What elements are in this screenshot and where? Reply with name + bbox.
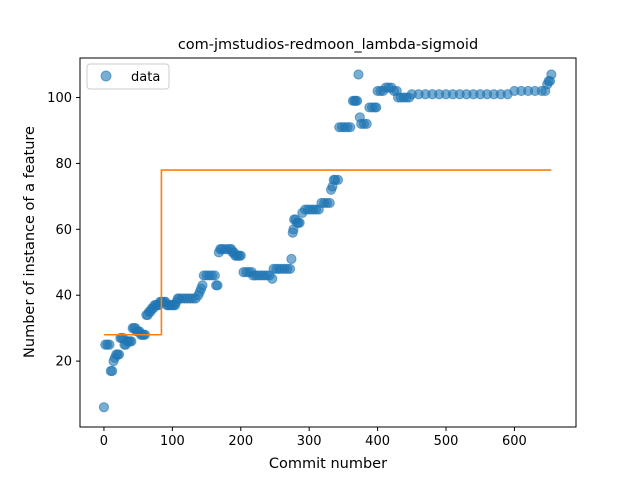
data-point <box>345 122 356 133</box>
data-point <box>286 253 297 265</box>
data-point <box>113 349 125 360</box>
data-point <box>324 197 335 209</box>
plot-area <box>98 69 557 413</box>
x-axis: 0 100 200 300 400 500 600 <box>100 427 527 449</box>
y-tick-label: 80 <box>55 157 72 172</box>
data-point <box>351 95 363 106</box>
legend-box <box>86 63 170 90</box>
data-point <box>332 174 344 185</box>
x-tick-label: 400 <box>365 434 390 449</box>
legend-marker <box>100 70 112 82</box>
data-point <box>294 217 305 228</box>
data-point <box>209 270 220 281</box>
y-axis: 20 40 60 80 100 <box>47 91 80 370</box>
y-tick-label: 60 <box>55 223 72 238</box>
y-tick-label: 40 <box>55 289 72 304</box>
data-point <box>104 339 115 350</box>
chart-title: com-jmstudios-redmoon_lambda-sigmoid <box>178 37 478 53</box>
x-tick-label: 200 <box>228 434 253 449</box>
data-point <box>546 69 557 80</box>
data-point <box>212 280 223 291</box>
legend-label-data: data <box>131 70 160 85</box>
y-tick-label: 100 <box>47 91 72 106</box>
x-tick-label: 100 <box>160 434 185 449</box>
data-point <box>235 250 246 261</box>
y-tick-label: 20 <box>55 355 72 370</box>
legend: data <box>86 63 170 90</box>
data-point <box>126 336 137 347</box>
data-point <box>197 280 208 291</box>
y-axis-label: Number of instance of a feature <box>22 126 38 358</box>
data-point <box>284 263 296 274</box>
data-point <box>98 402 110 413</box>
x-tick-label: 500 <box>434 434 459 449</box>
x-axis-label: Commit number <box>269 456 387 472</box>
data-point <box>107 365 118 377</box>
data-point <box>371 102 382 113</box>
data-point <box>353 69 364 80</box>
data-point <box>361 118 372 129</box>
data-point <box>267 273 278 284</box>
x-tick-label: 0 <box>100 434 108 449</box>
x-tick-label: 300 <box>297 434 322 449</box>
x-tick-label: 600 <box>502 434 527 449</box>
plot-frame <box>79 57 577 428</box>
fit-line <box>103 169 552 336</box>
